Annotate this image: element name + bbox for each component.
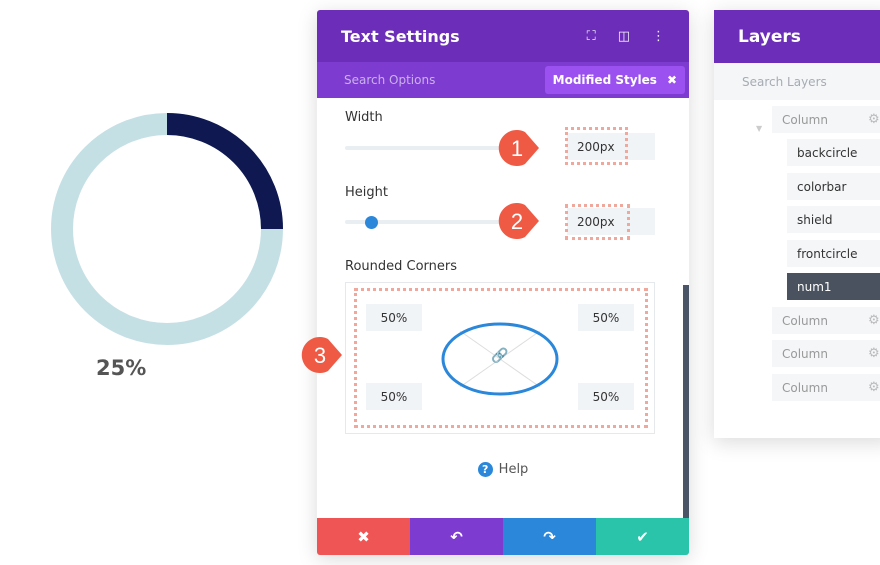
- layer-item[interactable]: Column ⚙: [772, 374, 880, 401]
- gear-icon[interactable]: ⚙: [868, 313, 880, 328]
- rounded-corners-control: 50% 50% 50% 50% 🔗: [345, 282, 655, 434]
- redo-icon: ↷: [543, 527, 556, 546]
- gear-icon[interactable]: ⚙: [868, 346, 880, 361]
- undo-button[interactable]: ↶: [410, 518, 503, 555]
- layer-label: num1: [797, 279, 832, 294]
- layer-label: Column: [782, 346, 828, 361]
- layer-item[interactable]: backcircle⚙: [787, 139, 880, 166]
- close-icon[interactable]: ✖: [666, 73, 677, 87]
- close-icon: ✖: [357, 527, 370, 546]
- search-bar: Search Options Modified Styles ✖: [317, 62, 689, 98]
- corner-bottom-right[interactable]: 50%: [578, 383, 634, 410]
- more-icon[interactable]: ⋮: [652, 28, 665, 44]
- corner-top-left[interactable]: 50%: [366, 304, 422, 331]
- corner-preview: [441, 322, 559, 396]
- panel-header: Text Settings ⛶ ◫ ⋮: [317, 10, 689, 62]
- layers-title: Layers: [714, 10, 880, 63]
- scrollbar[interactable]: [683, 285, 689, 518]
- height-label: Height: [345, 185, 388, 200]
- rounded-corners-label: Rounded Corners: [345, 259, 458, 274]
- layer-label: frontcircle: [797, 246, 858, 261]
- help-icon: ?: [477, 462, 493, 477]
- text-settings-panel: Text Settings ⛶ ◫ ⋮ Search Options Modif…: [317, 10, 689, 555]
- layer-label: Column: [782, 112, 828, 127]
- search-options-input[interactable]: Search Options: [344, 73, 436, 87]
- redo-button[interactable]: ↷: [503, 518, 596, 555]
- callout-3: 3: [301, 336, 342, 373]
- progress-ring: [51, 113, 283, 345]
- layer-item[interactable]: num1⚙: [787, 273, 880, 300]
- cancel-button[interactable]: ✖: [317, 518, 410, 555]
- split-view-icon[interactable]: ◫: [617, 28, 630, 44]
- fullscreen-icon[interactable]: ⛶: [586, 28, 596, 44]
- modified-styles-button[interactable]: Modified Styles ✖: [544, 66, 685, 94]
- width-slider[interactable]: [345, 146, 515, 150]
- modified-styles-label: Modified Styles: [552, 73, 657, 87]
- layer-item[interactable]: Column ⚙: [772, 340, 880, 367]
- help-link[interactable]: ? Help: [317, 462, 689, 477]
- corner-bottom-left[interactable]: 50%: [366, 383, 422, 410]
- callout-number: 2: [511, 209, 523, 234]
- highlight-box: [565, 127, 628, 165]
- layer-item[interactable]: frontcircle⚙: [787, 240, 880, 267]
- check-icon: ✔: [636, 527, 649, 546]
- callout-1: 1: [498, 129, 539, 166]
- corner-top-right[interactable]: 50%: [578, 304, 634, 331]
- callout-number: 1: [511, 136, 523, 161]
- highlight-box: [354, 288, 648, 428]
- link-icon[interactable]: 🔗: [491, 348, 509, 364]
- collapse-arrow-icon[interactable]: ▼: [756, 124, 763, 133]
- ring-bar: [166, 113, 283, 230]
- callout-number: 3: [314, 343, 326, 368]
- gear-icon[interactable]: ⚙: [868, 380, 880, 395]
- height-input[interactable]: 200px: [567, 208, 655, 235]
- layer-label: colorbar: [797, 179, 847, 194]
- help-label: Help: [498, 462, 529, 477]
- layer-item[interactable]: shield⚙: [787, 206, 880, 233]
- callout-2: 2: [498, 202, 539, 239]
- panel-footer: ✖ ↶ ↷ ✔: [317, 518, 689, 555]
- width-input[interactable]: 200px: [567, 133, 655, 160]
- layer-item[interactable]: colorbar⚙: [787, 173, 880, 200]
- layer-label: Column: [782, 380, 828, 395]
- progress-label: 25%: [96, 356, 147, 380]
- layer-label: shield: [797, 212, 833, 227]
- gear-icon[interactable]: ⚙: [868, 112, 880, 127]
- layer-item[interactable]: Column ⚙: [772, 307, 880, 334]
- height-slider[interactable]: [345, 220, 515, 224]
- layer-item[interactable]: Column ⚙: [772, 106, 880, 133]
- highlight-box: [565, 204, 630, 240]
- height-slider-handle[interactable]: [365, 216, 378, 229]
- layer-label: backcircle: [797, 145, 858, 160]
- panel-title: Text Settings: [341, 26, 460, 46]
- save-button[interactable]: ✔: [596, 518, 689, 555]
- width-label: Width: [345, 110, 383, 125]
- undo-icon: ↶: [450, 527, 463, 546]
- search-layers-input[interactable]: Search Layers: [714, 63, 880, 100]
- layer-label: Column: [782, 313, 828, 328]
- layers-panel: Layers Search Layers ▼ Column ⚙ backcircle…: [714, 10, 880, 438]
